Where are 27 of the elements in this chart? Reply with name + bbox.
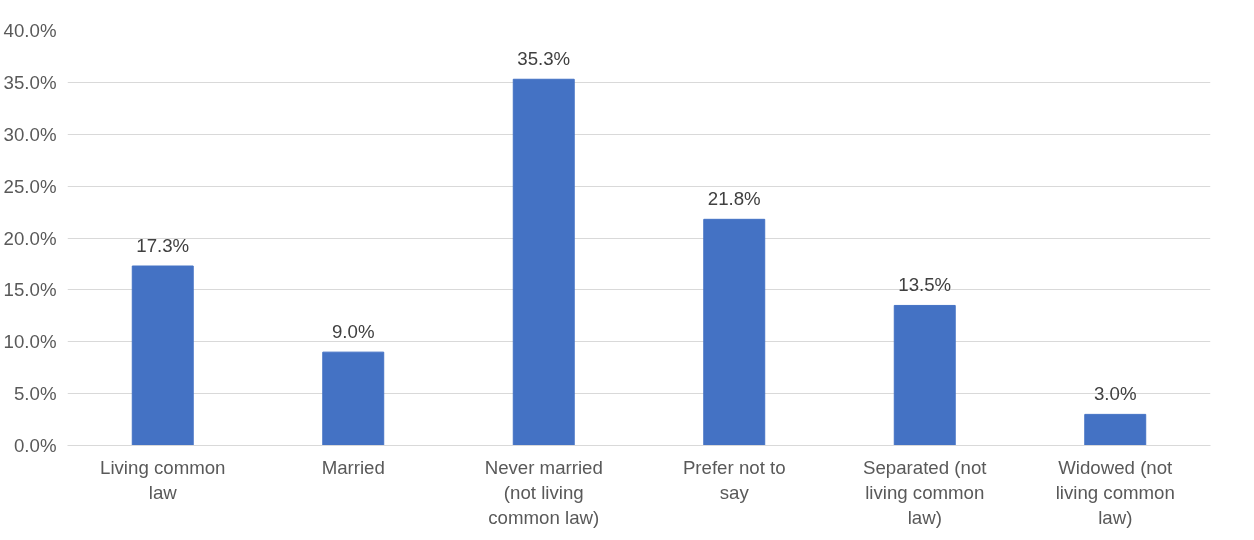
y-tick-label: 35.0% bbox=[3, 71, 57, 93]
bar bbox=[322, 351, 385, 446]
y-tick-label: 5.0% bbox=[13, 383, 57, 405]
y-tick-label: 40.0% bbox=[3, 20, 57, 41]
data-label: 3.0% bbox=[1093, 383, 1137, 405]
bar bbox=[1084, 413, 1147, 446]
data-label: 9.0% bbox=[331, 321, 375, 343]
y-tick-label: 20.0% bbox=[3, 227, 57, 249]
y-tick-label: 25.0% bbox=[3, 175, 57, 197]
y-tick-label: 10.0% bbox=[3, 331, 57, 353]
bar bbox=[703, 218, 766, 446]
data-label: 17.3% bbox=[136, 235, 190, 257]
y-tick-label: 15.0% bbox=[3, 279, 57, 301]
x-tick-label: Married bbox=[321, 456, 385, 478]
y-tick-label: 0.0% bbox=[13, 435, 57, 456]
bar bbox=[131, 265, 194, 446]
data-label: 13.5% bbox=[898, 274, 952, 296]
y-tick-label: 30.0% bbox=[3, 123, 57, 145]
x-tick-label: Living common law bbox=[100, 456, 226, 503]
bar bbox=[512, 78, 575, 446]
data-label: 35.3% bbox=[517, 48, 571, 70]
x-tick-label: Widowed (not living common law) bbox=[1055, 456, 1175, 528]
x-tick-label: Never married (not living common law) bbox=[484, 456, 603, 528]
x-tick-label: Separated (not living common law) bbox=[863, 456, 988, 528]
data-label: 21.8% bbox=[707, 188, 761, 210]
x-tick-label: Prefer not to say bbox=[682, 456, 786, 503]
bar bbox=[893, 304, 956, 446]
